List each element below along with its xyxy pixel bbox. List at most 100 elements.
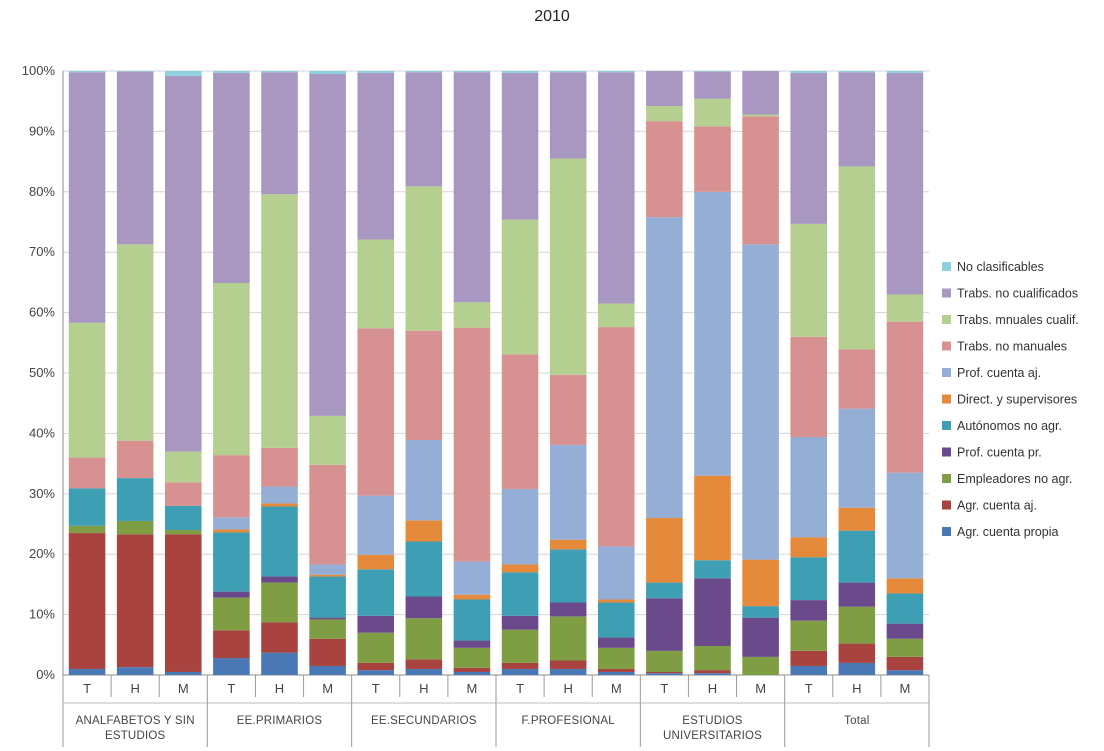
legend-swatch bbox=[942, 447, 951, 457]
bar-segment bbox=[261, 72, 298, 195]
bar-segment bbox=[213, 455, 250, 518]
y-tick-label: 70% bbox=[29, 244, 55, 259]
bar-segment bbox=[694, 71, 731, 72]
bar-segment bbox=[213, 283, 250, 456]
bar-segment bbox=[164, 671, 202, 675]
bar-segment bbox=[116, 667, 154, 675]
bar-segment bbox=[501, 219, 539, 355]
bar-segment bbox=[213, 658, 250, 675]
bar-segment bbox=[646, 598, 683, 651]
legend-swatch bbox=[942, 500, 951, 510]
bar-segment bbox=[549, 668, 587, 675]
bar-segment bbox=[453, 302, 491, 328]
bar-segment bbox=[357, 328, 395, 496]
bar-segment bbox=[790, 650, 828, 666]
bar-segment bbox=[213, 71, 250, 73]
x-tick-label: T bbox=[660, 681, 668, 696]
legend-swatch bbox=[942, 341, 951, 351]
bar-segment bbox=[597, 72, 635, 304]
bar-segment bbox=[453, 594, 491, 600]
legend-swatch bbox=[942, 315, 951, 324]
bar-segment bbox=[742, 559, 779, 607]
x-tick-label: M bbox=[178, 681, 189, 696]
bar-segment bbox=[742, 116, 779, 245]
bar-segment bbox=[309, 71, 346, 75]
x-tick-label: M bbox=[611, 681, 622, 696]
legend-label: Direct. y supervisores bbox=[957, 393, 1077, 407]
bar-segment bbox=[597, 602, 635, 638]
bar-segment bbox=[309, 74, 346, 416]
bar-segment bbox=[164, 75, 202, 452]
bar-segment bbox=[790, 71, 828, 73]
x-tick-label: H bbox=[130, 681, 139, 696]
bar-segment bbox=[694, 191, 731, 476]
bar-segment bbox=[213, 72, 250, 284]
legend: No clasificables Trabs. no cualificados Tr… bbox=[942, 260, 1079, 539]
bar-segment bbox=[164, 451, 202, 483]
axes bbox=[62, 71, 930, 747]
bar-segment bbox=[549, 602, 587, 617]
legend-label: Agr. cuenta propia bbox=[957, 525, 1059, 539]
bar-segment bbox=[405, 618, 443, 660]
group-label: EE.PRIMARIOS bbox=[237, 715, 323, 727]
bar-segment bbox=[309, 638, 346, 666]
y-tick-label: 60% bbox=[29, 305, 55, 320]
legend-label: Trabs. no cualificados bbox=[957, 287, 1078, 301]
bar-segment bbox=[68, 71, 106, 73]
bar-segment bbox=[116, 534, 154, 668]
bar-segment bbox=[116, 520, 154, 535]
bar-segment bbox=[309, 665, 346, 675]
x-tick-label: H bbox=[419, 681, 428, 696]
bar-segment bbox=[357, 72, 395, 240]
y-tick-label: 0% bbox=[36, 667, 55, 682]
bar-segment bbox=[309, 619, 346, 639]
bar-segment bbox=[405, 668, 443, 675]
bar-segment bbox=[501, 662, 539, 669]
bar-segment bbox=[453, 647, 491, 668]
bar-segment bbox=[597, 71, 635, 73]
bar-segment bbox=[213, 532, 250, 592]
bar-segment bbox=[886, 623, 924, 639]
bar-segment bbox=[694, 475, 731, 561]
bar-segment bbox=[68, 668, 106, 675]
bar-segment bbox=[501, 564, 539, 573]
bar-segment bbox=[213, 630, 250, 659]
bar-segment bbox=[453, 671, 491, 675]
bar-segment bbox=[261, 622, 298, 653]
bar-segment bbox=[886, 294, 924, 322]
bar-segment bbox=[164, 482, 202, 506]
group-label: EE.SECUNDARIOS bbox=[371, 715, 477, 727]
group-label: UNIVERSITARIOS bbox=[663, 730, 762, 742]
bar-segment bbox=[405, 71, 443, 73]
bar-segment bbox=[213, 591, 250, 598]
bar-segment bbox=[694, 126, 731, 192]
bar-segment bbox=[694, 578, 731, 647]
bar-segment bbox=[742, 71, 779, 115]
bar-segment bbox=[357, 670, 395, 675]
bar-segment bbox=[501, 354, 539, 489]
bar-segment bbox=[453, 667, 491, 672]
bar-segment bbox=[886, 670, 924, 675]
bar-segment bbox=[646, 217, 683, 518]
axis-labels: 0% 10% 20% 30% 40% 50% 60% 70% 80% 90% 100% T H M ANAL… bbox=[22, 63, 911, 742]
bar-segment bbox=[838, 582, 876, 607]
bar-segment bbox=[742, 606, 779, 618]
bar-segment bbox=[549, 444, 587, 540]
legend-label: Trabs. no manuales bbox=[957, 340, 1067, 354]
bar-segment bbox=[405, 659, 443, 669]
bar-segment bbox=[597, 637, 635, 648]
y-tick-label: 40% bbox=[29, 425, 55, 440]
bar-segment bbox=[116, 71, 154, 72]
bar-segment bbox=[694, 646, 731, 671]
bar-segment bbox=[213, 529, 250, 533]
bar-segment bbox=[838, 507, 876, 531]
bar-segment bbox=[357, 569, 395, 616]
legend-swatch bbox=[942, 421, 951, 430]
bar-segment bbox=[597, 647, 635, 669]
bar-segment bbox=[501, 488, 539, 565]
x-tick-label: T bbox=[516, 681, 524, 696]
bars bbox=[68, 71, 924, 675]
bar-segment bbox=[838, 530, 876, 583]
legend-swatch bbox=[942, 527, 951, 536]
